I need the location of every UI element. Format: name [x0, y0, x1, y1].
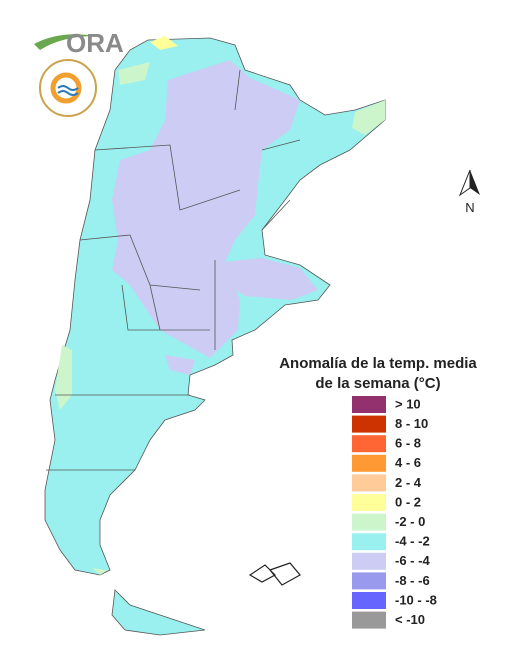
legend-label: < -10	[395, 612, 425, 627]
logo-seal-ring	[50, 72, 82, 104]
anomaly-area	[92, 568, 108, 575]
tierra-del-fuego	[111, 589, 206, 636]
malvinas	[248, 562, 301, 586]
legend-label: -4 - -2	[395, 534, 430, 549]
legend-label: > 10	[395, 396, 421, 411]
legend-title: Anomalía de la temp. media	[279, 355, 477, 372]
legend-label: 0 - 2	[395, 494, 421, 509]
legend-title: de la semana (°C)	[315, 375, 440, 392]
legend-swatch	[352, 533, 386, 551]
legend-swatch	[352, 474, 386, 492]
legend-label: 2 - 4	[395, 475, 422, 490]
argentina-map	[44, 36, 386, 636]
legend-label: 4 - 6	[395, 455, 421, 470]
legend-swatch	[352, 435, 386, 453]
anomaly-area	[118, 62, 150, 85]
north-label: N	[465, 200, 474, 215]
legend-swatch	[352, 572, 386, 590]
legend-label: 6 - 8	[395, 436, 421, 451]
legend-swatch	[352, 415, 386, 433]
legend-swatch	[352, 513, 386, 531]
legend-swatch	[352, 454, 386, 472]
province-borders	[46, 69, 301, 471]
north-arrow	[470, 170, 480, 195]
legend: Anomalía de la temp. media de la semana (…	[279, 355, 477, 629]
legend-label: -8 - -6	[395, 573, 430, 588]
legend-swatch	[352, 611, 386, 629]
legend-label: 8 - 10	[395, 416, 428, 431]
anomaly-area	[165, 355, 195, 375]
logo-text: ORA	[66, 28, 124, 58]
legend-label: -10 - -8	[395, 592, 437, 607]
logo-waves	[57, 85, 79, 96]
anomaly-area	[112, 60, 300, 358]
legend-label: -2 - 0	[395, 514, 425, 529]
legend-label: -6 - -4	[395, 553, 430, 568]
anomaly-area	[222, 258, 318, 300]
anomaly-area	[352, 100, 385, 135]
legend-swatch	[352, 494, 386, 511]
legend-swatch	[352, 592, 386, 609]
anomaly-area	[150, 36, 178, 50]
logo-swoosh	[34, 34, 96, 50]
anomaly-area	[55, 345, 72, 410]
legend-swatch	[352, 396, 386, 413]
north-arrow	[458, 169, 471, 197]
legend-swatch	[352, 552, 386, 570]
